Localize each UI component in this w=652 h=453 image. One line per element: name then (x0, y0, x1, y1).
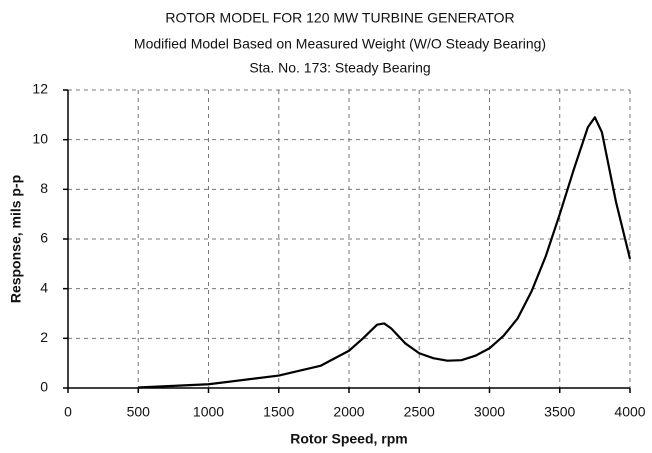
x-tick-label: 3000 (474, 404, 505, 420)
x-tick-label: 1500 (263, 404, 294, 420)
y-tick-label: 10 (32, 130, 48, 146)
y-tick-label: 0 (40, 379, 48, 395)
y-tick-label: 6 (40, 230, 48, 246)
y-tick-label: 8 (40, 180, 48, 196)
x-tick-label: 0 (64, 404, 72, 420)
chart-subtitle: Modified Model Based on Measured Weight … (134, 36, 546, 52)
x-axis-label: Rotor Speed, rpm (290, 431, 407, 447)
chart-subtitle: Sta. No. 173: Steady Bearing (249, 60, 430, 76)
y-axis-label: Response, mils p-p (8, 175, 24, 303)
x-tick-label: 500 (127, 404, 151, 420)
y-tick-label: 4 (40, 279, 48, 295)
x-tick-label: 1000 (193, 404, 224, 420)
y-tick-label: 2 (40, 329, 48, 345)
y-tick-label: 12 (32, 81, 48, 97)
x-tick-label: 2000 (333, 404, 364, 420)
chart-title: ROTOR MODEL FOR 120 MW TURBINE GENERATOR (165, 10, 514, 26)
x-tick-label: 4000 (614, 404, 645, 420)
x-tick-label: 2500 (404, 404, 435, 420)
x-tick-label: 3500 (544, 404, 575, 420)
data-line (138, 116, 632, 389)
